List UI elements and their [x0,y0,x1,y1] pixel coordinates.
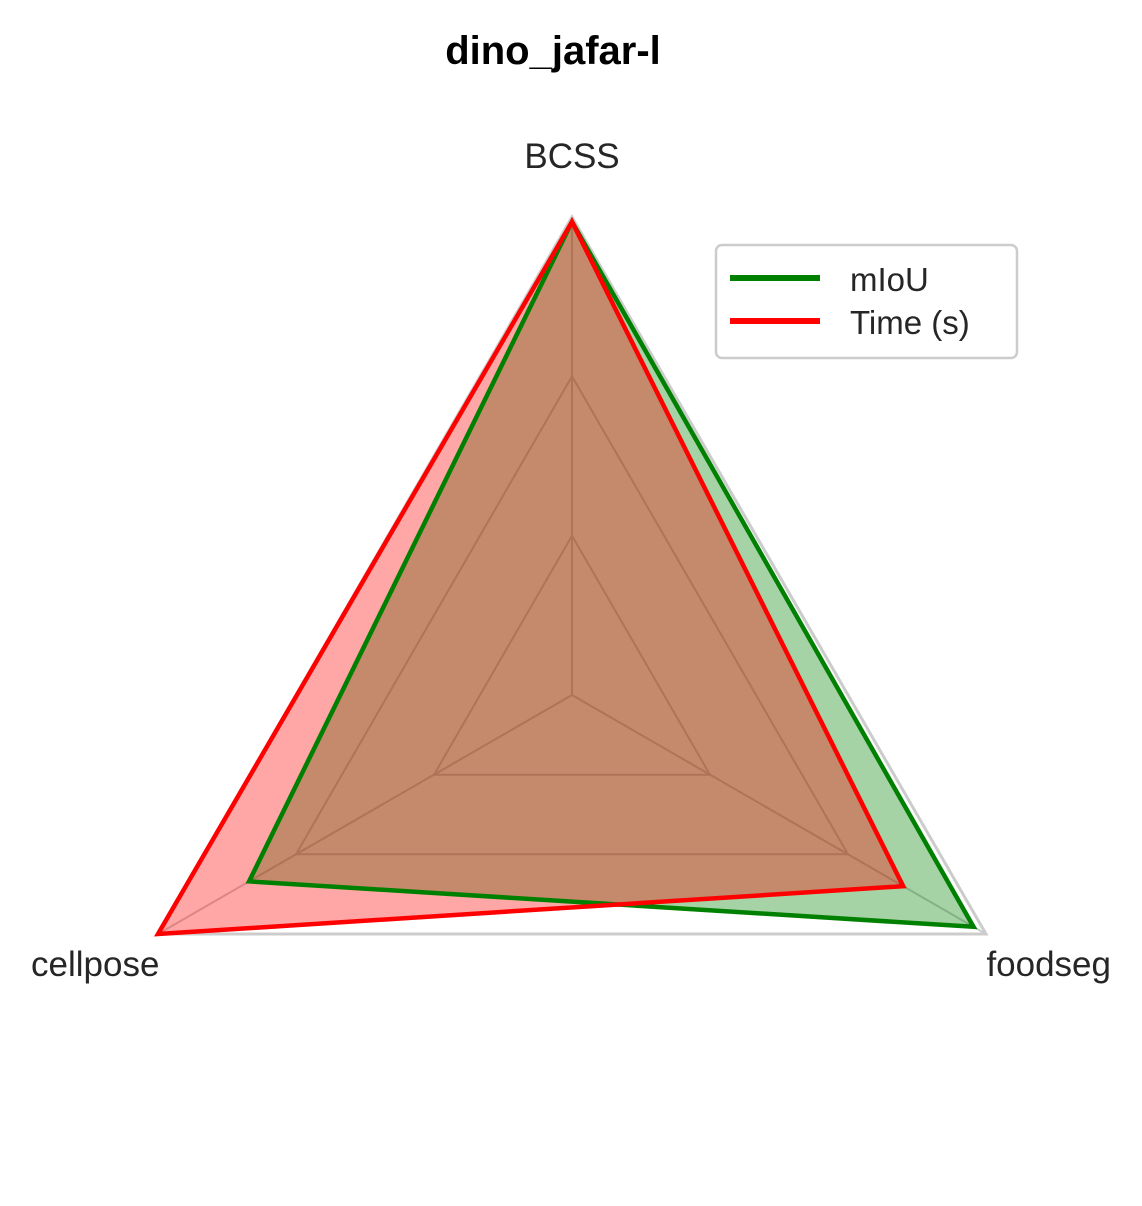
axis-label-foodseg: foodseg [986,945,1111,984]
grid-spoke-cellpose [157,694,573,935]
legend-box [714,243,1019,360]
radar-series [153,216,978,937]
legend-label-1: Time (s) [850,304,970,341]
grid-spoke-foodseg [571,694,987,935]
axis-label-bcss: BCSS [524,137,619,176]
grid-ring-1 [432,533,712,776]
legend-label-0: mIoU [850,261,929,298]
series-fill-0 [249,221,974,927]
axis-label-cellpose: cellpose [31,945,159,984]
axis-labels: BCSS foodseg cellpose [31,137,1111,984]
legend: mIoU Time (s) [714,243,1019,360]
chart-title: dino_jafar-l [445,29,661,73]
series-fill-1 [158,221,904,935]
grid-ring-2 [294,374,850,856]
series-line-1 [153,217,907,937]
radar-grid [155,214,989,936]
